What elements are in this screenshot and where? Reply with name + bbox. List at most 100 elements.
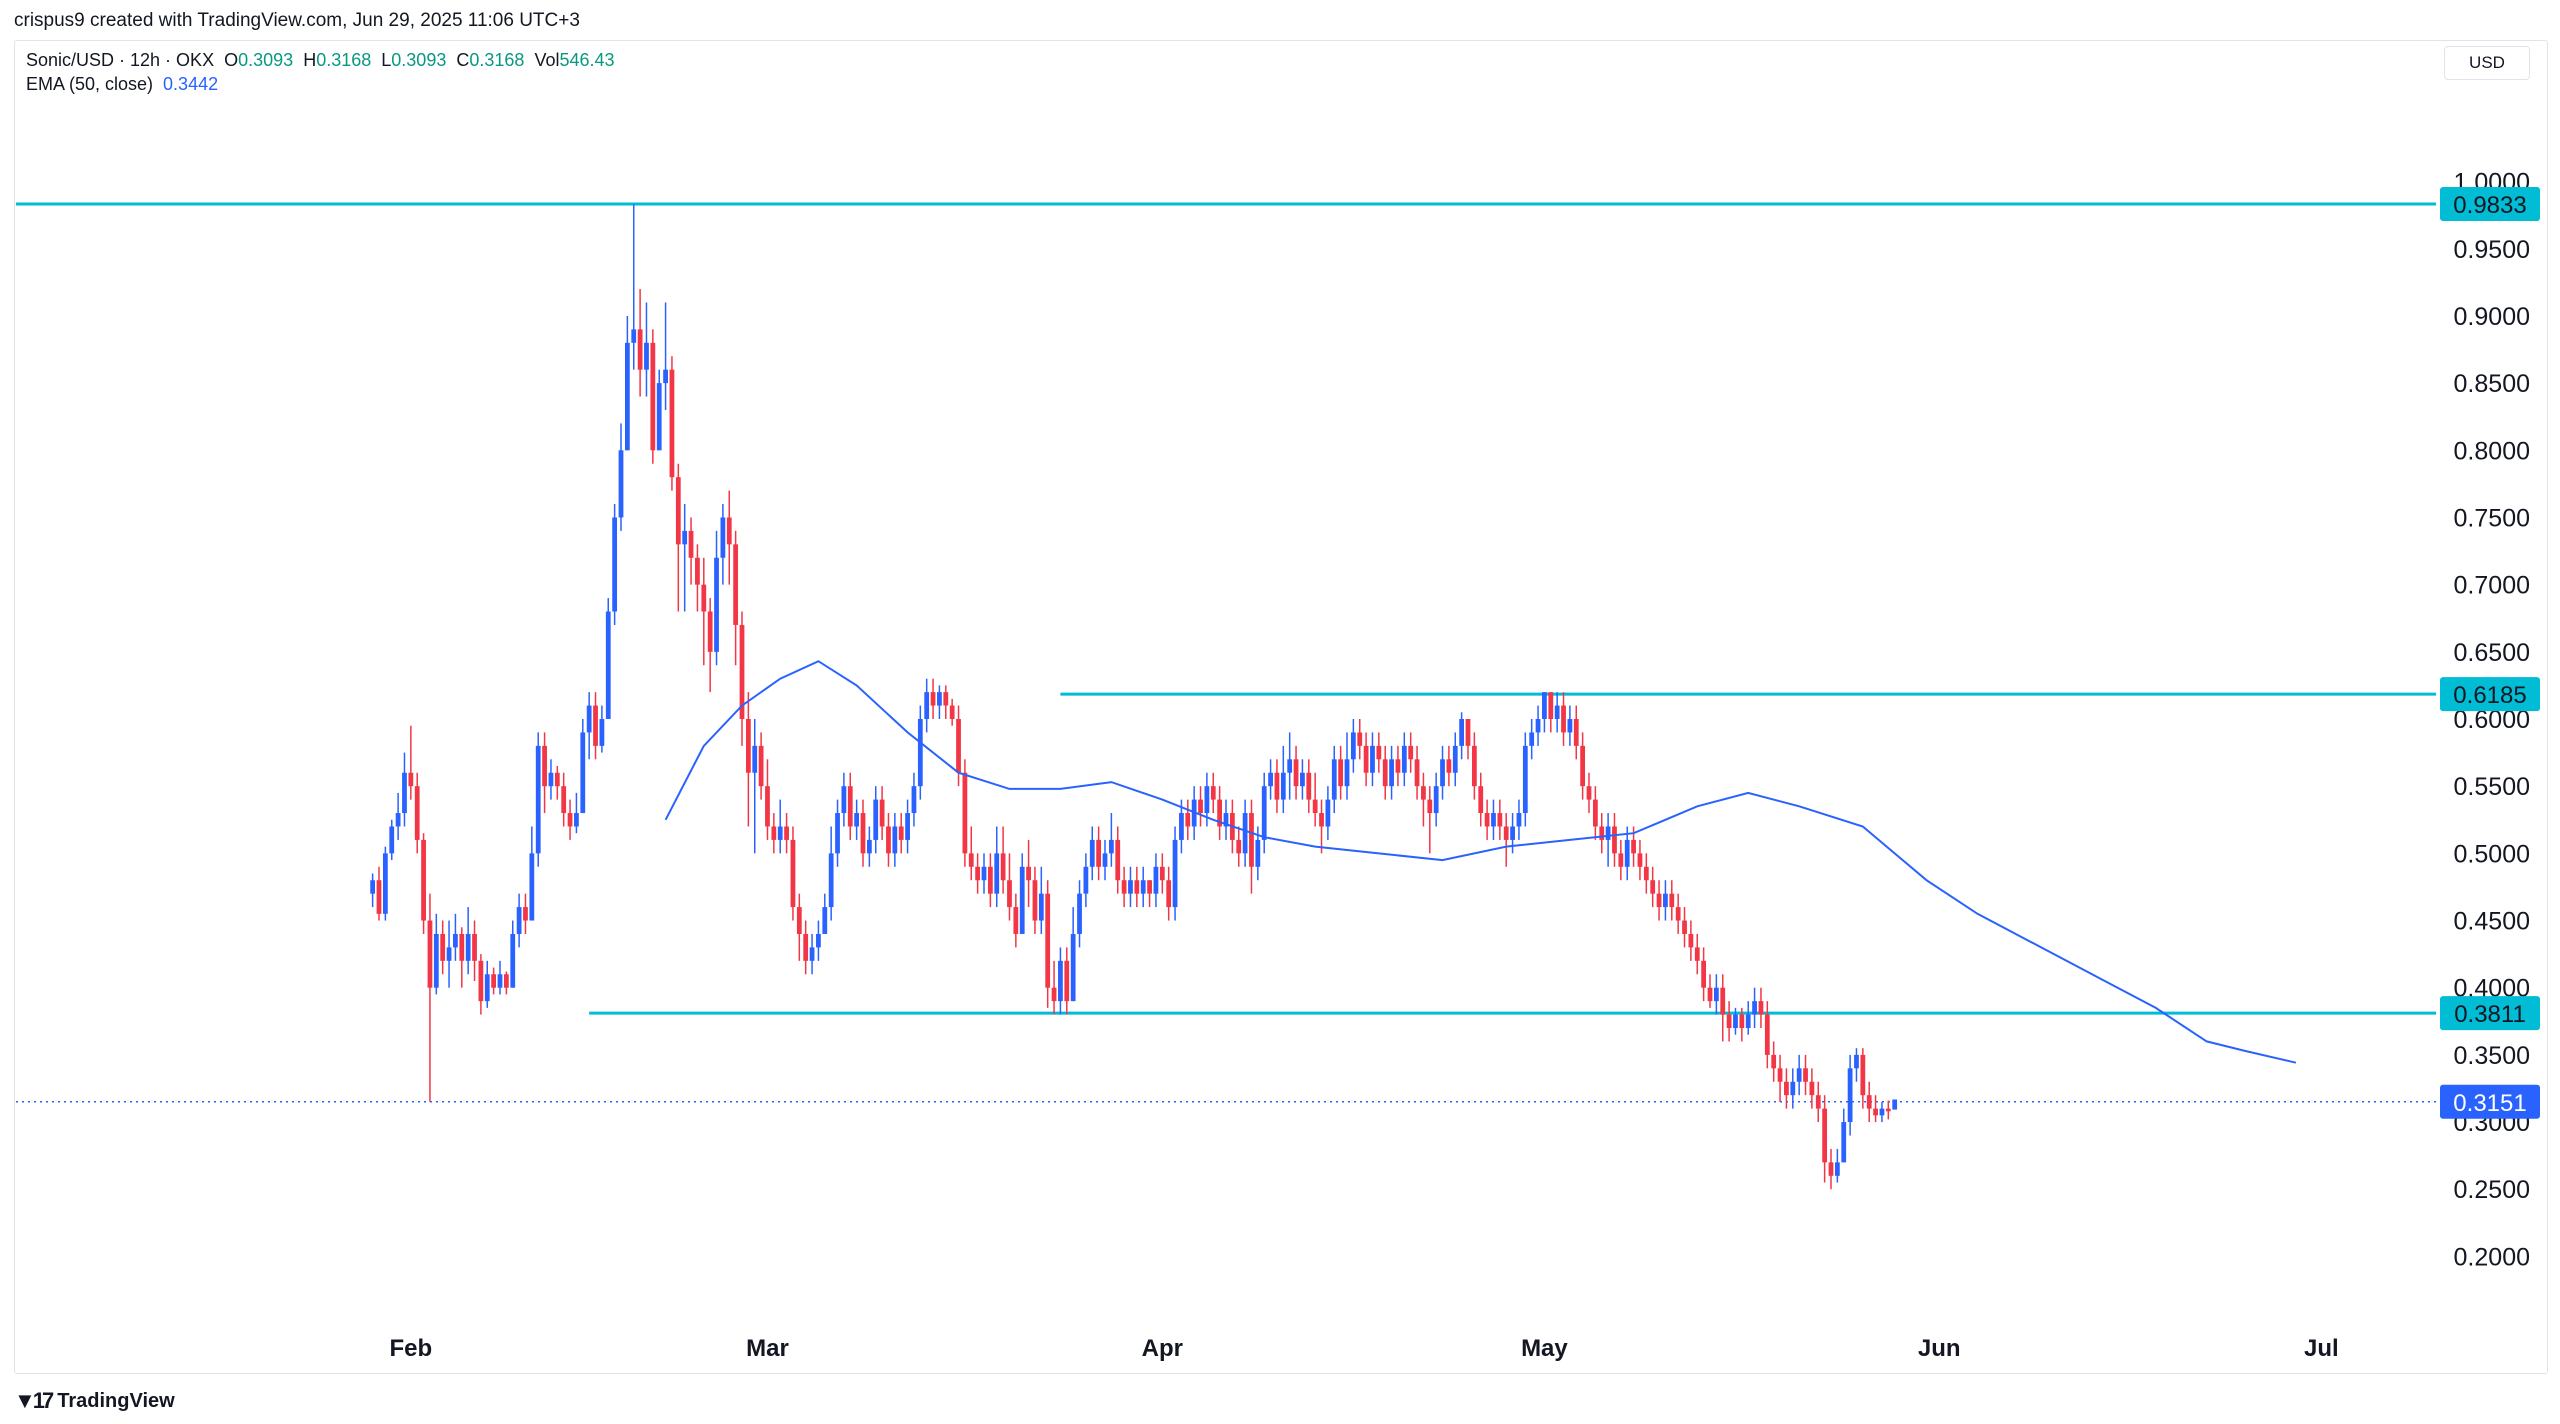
- candle-body: [1070, 933, 1076, 1002]
- last-price-badge-bg: [2440, 1084, 2540, 1119]
- candle: [765, 759, 770, 840]
- candle-body: [956, 719, 961, 773]
- candle: [1140, 866, 1146, 908]
- price-tick-label: 0.2500: [2454, 1176, 2530, 1204]
- candle-body: [478, 960, 484, 1002]
- candle-body: [1637, 853, 1643, 867]
- candle-body: [580, 732, 586, 814]
- candle-body: [1713, 987, 1719, 1002]
- level-badge-2-text: 0.3811: [2454, 1001, 2526, 1028]
- candle-body: [1510, 826, 1515, 840]
- candle: [516, 893, 522, 948]
- candle: [465, 907, 471, 975]
- candle: [459, 927, 465, 988]
- candle: [1522, 732, 1528, 827]
- candle-body: [1777, 1068, 1783, 1082]
- candle-body: [1535, 719, 1541, 733]
- candle: [707, 598, 713, 693]
- candle-body: [911, 786, 917, 814]
- candle: [644, 302, 649, 397]
- candle-body: [796, 907, 802, 934]
- ema-value: 0.3442: [163, 74, 219, 94]
- level-badge-1-text: 0.6185: [2453, 682, 2526, 709]
- candle: [497, 960, 503, 995]
- candle-body: [637, 329, 643, 370]
- candle-body: [453, 933, 458, 948]
- candle: [376, 866, 382, 921]
- candle-body: [816, 933, 821, 948]
- candle-body: [663, 369, 668, 384]
- candle: [1694, 933, 1700, 975]
- candle: [1331, 745, 1337, 814]
- candle-body: [1803, 1068, 1808, 1082]
- candle: [1293, 745, 1299, 800]
- price-axis: 1.00000.95000.90000.85000.80000.75000.70…: [2454, 169, 2530, 1272]
- candle: [1102, 839, 1108, 881]
- candle: [1401, 732, 1407, 787]
- candle-body: [1726, 1014, 1732, 1029]
- candle-body: [1752, 1001, 1757, 1015]
- candle-body: [968, 853, 974, 867]
- candle-body: [1140, 880, 1146, 894]
- candle-body: [1599, 826, 1605, 840]
- candle-body: [873, 799, 879, 840]
- candle: [1796, 1054, 1802, 1096]
- candle-body: [1522, 745, 1528, 814]
- candle-body: [1631, 839, 1636, 854]
- candle-body: [1376, 745, 1382, 760]
- candle: [580, 719, 586, 814]
- candle: [1045, 880, 1051, 1008]
- candle: [1542, 692, 1547, 733]
- candle-body: [1172, 839, 1178, 908]
- candle-body: [1675, 907, 1681, 921]
- candle-body: [1153, 866, 1159, 894]
- candle: [1070, 907, 1076, 1002]
- candle-body: [574, 813, 579, 827]
- candle: [1701, 947, 1707, 1002]
- candle-body: [1656, 893, 1662, 908]
- candle: [389, 819, 395, 861]
- candle: [593, 692, 598, 760]
- ema-legend[interactable]: EMA (50, close) 0.3442: [26, 74, 218, 95]
- candle: [1713, 974, 1719, 1015]
- candle: [1491, 799, 1496, 840]
- candle: [682, 504, 688, 612]
- candle-body: [1032, 880, 1038, 921]
- candle-body: [389, 826, 395, 854]
- candle-body: [1815, 1095, 1821, 1109]
- candle-body: [765, 786, 770, 827]
- candle: [1879, 1101, 1885, 1123]
- candle: [886, 813, 891, 867]
- tradingview-logo[interactable]: ▼17 TradingView: [14, 1388, 175, 1414]
- candle: [503, 971, 509, 995]
- candle-body: [1128, 880, 1133, 894]
- candle-body: [784, 826, 789, 840]
- candle: [523, 893, 528, 934]
- candle: [1121, 866, 1127, 908]
- candle: [656, 369, 662, 451]
- candle: [1592, 786, 1598, 840]
- candle-body: [1561, 705, 1566, 733]
- symbol-label[interactable]: Sonic/USD · 12h · OKX: [26, 50, 215, 70]
- candle-body: [1669, 893, 1675, 908]
- candle-body: [1007, 880, 1012, 908]
- candle-body: [917, 719, 923, 787]
- candle-body: [1892, 1099, 1898, 1110]
- candle-body: [1159, 866, 1165, 881]
- currency-selector[interactable]: USD: [2444, 46, 2530, 80]
- candle-body: [1204, 786, 1210, 814]
- candle-body: [701, 584, 707, 612]
- candle: [1535, 705, 1541, 746]
- candle: [1573, 705, 1579, 760]
- candle: [1503, 813, 1509, 867]
- price-tick-label: 0.8500: [2454, 370, 2530, 398]
- price-tick-label: 0.7000: [2454, 572, 2530, 600]
- candle: [1058, 947, 1063, 1015]
- candle: [1038, 866, 1044, 934]
- candle: [1153, 853, 1159, 908]
- candle-body: [1592, 799, 1598, 827]
- candle-body: [1401, 745, 1407, 773]
- candle-body: [1841, 1122, 1847, 1163]
- date-tick-label: Feb: [390, 1335, 433, 1362]
